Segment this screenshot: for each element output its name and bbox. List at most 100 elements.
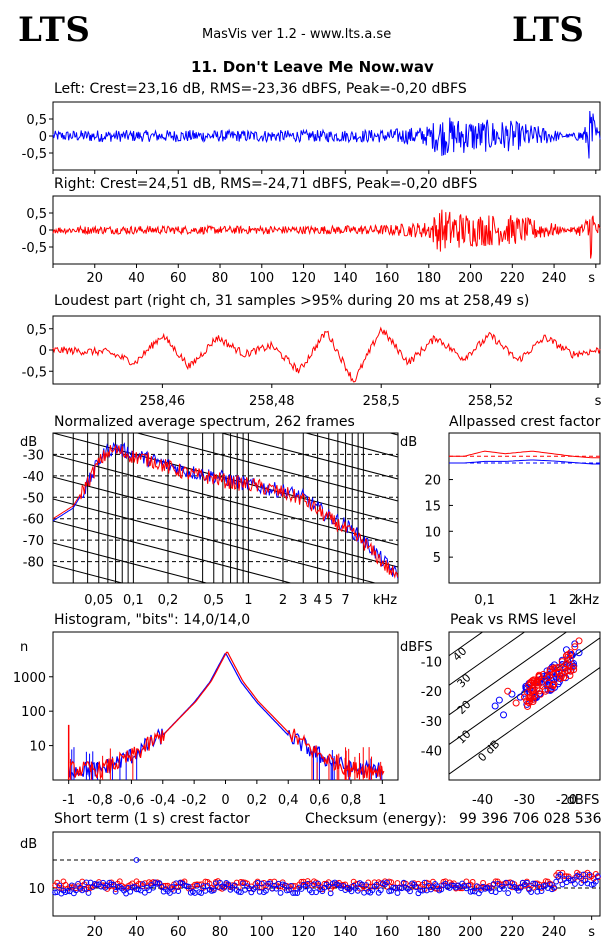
peakrms-point — [564, 653, 572, 661]
peakrms-point — [527, 678, 535, 686]
shortterm-point — [175, 888, 182, 894]
shortterm-point — [373, 881, 380, 888]
shortterm-point — [265, 880, 271, 887]
peakrms-point — [504, 687, 512, 695]
histogram-xtick-label: -1 — [62, 793, 75, 808]
spectrum-frame — [52, 432, 399, 584]
shortterm-point — [595, 873, 601, 880]
peakrms-diagonal — [449, 666, 600, 775]
peakrms-point — [500, 711, 508, 719]
shortterm-point — [557, 871, 564, 878]
shortterm-point — [290, 882, 296, 889]
peakrms-point — [575, 649, 583, 657]
spectrum-xtick-label: 3 — [299, 593, 307, 608]
right-waveform-xtick-label: 60 — [170, 271, 187, 286]
shortterm-point — [192, 890, 198, 896]
shortterm-point — [150, 884, 157, 891]
peakrms-xtick-label: -40 — [472, 793, 493, 808]
shortterm-point — [517, 884, 524, 891]
loudest-xtick-label: 258,48 — [249, 394, 295, 409]
peakrms-diagonal-label: 0 dB — [475, 737, 502, 764]
right-waveform-xtick-label: 80 — [212, 271, 229, 286]
shortterm-xtick-label: 160 — [375, 925, 400, 940]
histogram-xtick-label: 0,2 — [247, 793, 268, 808]
shortterm-xtick-label: 140 — [333, 925, 358, 940]
shortterm-point — [100, 879, 107, 886]
shortterm-point — [421, 879, 428, 886]
peakrms-point — [564, 651, 572, 659]
shortterm-point — [133, 857, 140, 863]
peakrms-point — [569, 663, 577, 671]
spectrum-ytick-label: -70 — [23, 534, 44, 549]
left-waveform-ytick-label: 0 — [39, 130, 47, 145]
shortterm-point — [110, 881, 117, 888]
spectrum-xtick-label: 0,5 — [203, 593, 224, 608]
right-waveform-trace — [52, 209, 601, 259]
shortterm-point — [108, 881, 115, 888]
shortterm-point — [363, 882, 370, 888]
peakrms-point — [508, 690, 516, 698]
histogram-xtick-label: 0,6 — [309, 793, 330, 808]
shortterm-point — [308, 889, 315, 896]
right-waveform-ytick-label: 0 — [39, 224, 47, 239]
right-waveform-xtick-label: 200 — [458, 271, 483, 286]
allpass-ytick-label: 10 — [424, 525, 441, 540]
shortterm-point — [524, 879, 530, 886]
peakrms-point — [528, 694, 536, 702]
shortterm-point — [290, 890, 296, 896]
right-waveform-xtick-label: 120 — [291, 271, 316, 286]
peakrms-diagonal-label: 10 — [455, 728, 474, 747]
peakrms-point — [512, 699, 520, 707]
histogram-ytick-label: 100 — [21, 705, 46, 720]
peakrms-diagonal-label: 40 — [450, 645, 469, 664]
peakrms-point — [565, 661, 573, 669]
shortterm-point — [238, 889, 244, 896]
checksum-value: 99 396 706 028 536 — [459, 811, 602, 827]
shortterm-xtick-label: 200 — [458, 925, 483, 940]
shortterm-point — [263, 887, 269, 894]
shortterm-point — [542, 878, 549, 885]
spectrum-xtick-label: 5 — [325, 593, 333, 608]
loudest-xtick-label: s — [595, 394, 602, 409]
loudest-xtick-label: 258,52 — [468, 394, 514, 409]
shortterm-point — [538, 888, 545, 895]
peakrms-point — [546, 668, 554, 676]
peakrms-point — [527, 686, 535, 694]
shortterm-point — [534, 888, 541, 895]
loudest-trace — [52, 326, 601, 383]
spectrum-diag — [304, 433, 398, 458]
peakrms-diagonal-label: 30 — [455, 671, 474, 690]
spectrum-xtick-label: kHz — [373, 593, 397, 608]
spectrum-diag — [53, 631, 398, 721]
shortterm-point — [258, 880, 265, 887]
shortterm-point — [394, 890, 401, 896]
allpass-xtick-label: 0,1 — [474, 593, 495, 608]
allpass-series — [449, 459, 600, 465]
peakrms-point — [549, 681, 557, 689]
shortterm-point — [407, 888, 413, 895]
peakrms-point — [563, 667, 571, 675]
peakrms-point — [539, 671, 547, 679]
shortterm-point — [327, 890, 334, 897]
right-waveform-xtick-label: s — [588, 271, 595, 286]
shortterm-point — [112, 888, 119, 895]
spectrum-diag — [53, 542, 209, 583]
spectrum-diag — [53, 653, 398, 743]
shortterm-point — [81, 885, 88, 892]
histogram-xtick-label: -0,2 — [181, 793, 206, 808]
shortterm-point — [116, 878, 123, 885]
shortterm-point — [359, 881, 365, 888]
shortterm-point — [315, 880, 322, 887]
shortterm-point — [392, 884, 399, 891]
shortterm-xtick-label: 60 — [170, 925, 187, 940]
spectrum-xtick-label: 4 — [313, 593, 321, 608]
spectrum-xtick-label: 0,05 — [84, 593, 113, 608]
shortterm-point — [384, 879, 390, 886]
shortterm-point — [480, 879, 486, 886]
shortterm-point — [572, 881, 578, 887]
shortterm-point — [578, 880, 585, 886]
shortterm-point — [235, 888, 242, 895]
shortterm-xtick-label: 20 — [86, 925, 103, 940]
shortterm-point — [256, 888, 263, 895]
